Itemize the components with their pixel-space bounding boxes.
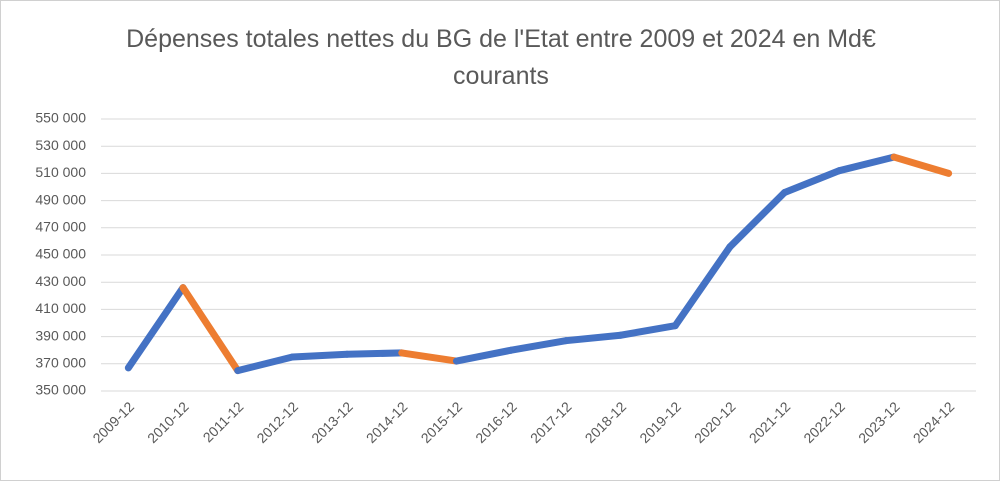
line-segment bbox=[671, 243, 734, 330]
line-segment bbox=[562, 331, 625, 345]
y-tick-label: 430 000 bbox=[35, 273, 86, 289]
x-tick-label: 2017-12 bbox=[527, 398, 575, 446]
line-segment bbox=[890, 153, 953, 177]
y-tick-label: 450 000 bbox=[35, 246, 86, 262]
x-tick-label: 2009-12 bbox=[89, 398, 137, 446]
line-segment bbox=[288, 350, 351, 361]
x-tick-label: 2011-12 bbox=[200, 398, 247, 445]
line-segment bbox=[452, 346, 515, 365]
line-segment bbox=[507, 337, 570, 354]
x-tick-label: 2023-12 bbox=[855, 398, 903, 446]
y-tick-label: 410 000 bbox=[35, 300, 86, 316]
x-tick-label: 2012-12 bbox=[253, 398, 301, 446]
x-tick-label: 2024-12 bbox=[910, 398, 958, 446]
y-tick-label: 510 000 bbox=[35, 164, 86, 180]
y-tick-label: 490 000 bbox=[35, 191, 86, 207]
y-tick-label: 350 000 bbox=[35, 382, 86, 398]
x-tick-label: 2019-12 bbox=[636, 398, 684, 446]
x-tick-label: 2010-12 bbox=[144, 398, 192, 446]
x-tick-label: 2015-12 bbox=[418, 398, 466, 446]
x-tick-label: 2014-12 bbox=[363, 398, 411, 446]
line-segment bbox=[617, 322, 679, 339]
line-segment bbox=[835, 153, 898, 175]
x-tick-label: 2018-12 bbox=[582, 398, 630, 446]
line-segment bbox=[398, 349, 460, 365]
y-tick-label: 390 000 bbox=[35, 327, 86, 343]
y-tick-label: 470 000 bbox=[35, 219, 86, 235]
line-segment bbox=[343, 349, 406, 358]
y-tick-label: 550 000 bbox=[35, 110, 86, 126]
line-segment bbox=[179, 284, 242, 375]
line-segment bbox=[781, 167, 843, 196]
x-tick-label: 2021-12 bbox=[746, 398, 794, 446]
y-tick-label: 370 000 bbox=[35, 355, 86, 371]
x-tick-label: 2013-12 bbox=[308, 398, 356, 446]
x-tick-label: 2022-12 bbox=[800, 398, 848, 446]
x-tick-label: 2016-12 bbox=[472, 398, 520, 446]
line-segment bbox=[726, 188, 789, 251]
x-tick-label: 2020-12 bbox=[691, 398, 739, 446]
y-tick-label: 530 000 bbox=[35, 137, 86, 153]
line-segment bbox=[124, 284, 187, 372]
chart-title: Dépenses totales nettes du BG de l'Etat … bbox=[126, 25, 876, 90]
line-segment bbox=[234, 353, 296, 375]
